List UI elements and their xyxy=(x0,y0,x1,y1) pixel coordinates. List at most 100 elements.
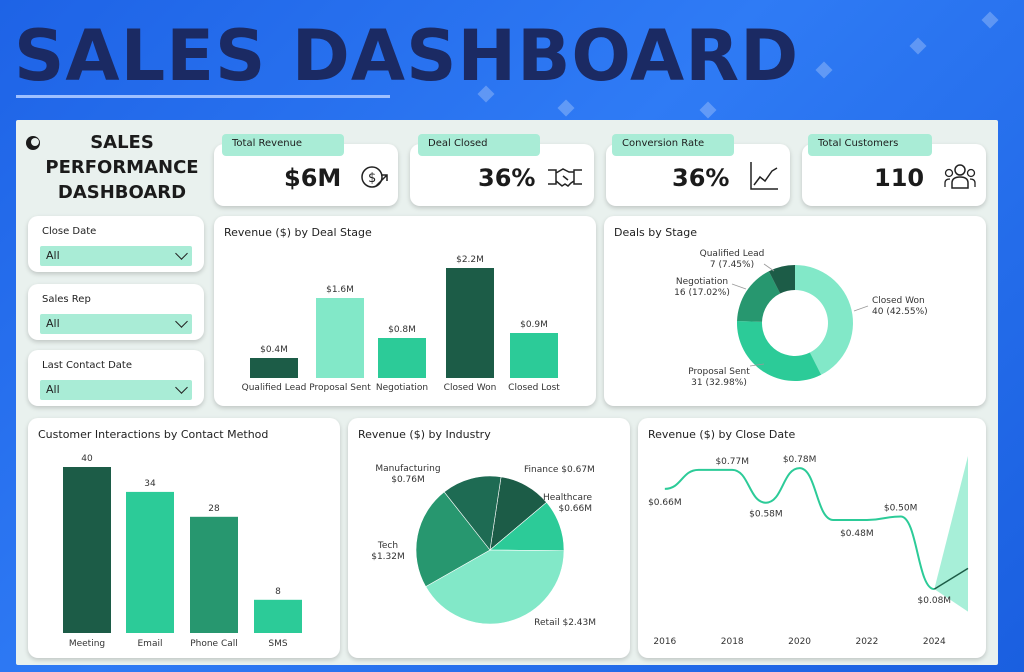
filter-close-date: Close Date All xyxy=(28,216,204,272)
dashboard-title: SALES PERFORMANCE DASHBOARD xyxy=(45,132,199,203)
background-decoration xyxy=(557,99,575,117)
background-decoration xyxy=(981,11,999,29)
x-tick-label: Closed Won xyxy=(444,383,497,393)
bar xyxy=(510,333,558,378)
forecast-band xyxy=(934,456,968,612)
slice-category-label: Negotiation xyxy=(676,277,728,287)
x-tick-label: Negotiation xyxy=(376,383,428,393)
series-line xyxy=(664,467,935,591)
bar xyxy=(254,599,302,633)
donut-slice xyxy=(737,271,781,322)
revenue-by-close-date-chart: $0.66M $0.77M $0.58M $0.78M $0.48M $0.50M $0.0… xyxy=(648,455,969,647)
filter-label: Sales Rep xyxy=(42,294,91,305)
slice-category-label: Qualified Lead xyxy=(700,249,765,259)
bar xyxy=(190,516,238,633)
data-label: 8 xyxy=(275,587,281,597)
slice-label: Retail $2.43M xyxy=(534,618,596,628)
bar xyxy=(250,358,298,378)
data-label: $0.66M xyxy=(648,498,682,508)
last-contact-date-dropdown[interactable]: All xyxy=(40,380,192,400)
x-tick-label: 2016 xyxy=(653,637,676,647)
chart-title: Deals by Stage xyxy=(614,226,698,239)
bar xyxy=(126,491,174,633)
slice-label: Finance $0.67M xyxy=(524,465,595,475)
x-tick-label: 2024 xyxy=(923,637,946,647)
x-tick-label: 2022 xyxy=(855,637,878,647)
chart-title: Revenue ($) by Industry xyxy=(358,428,491,441)
revenue-by-industry-chart: Finance $0.67M Healthcare$0.66M Retail $2.… xyxy=(371,464,596,628)
x-tick-label: SMS xyxy=(268,639,287,649)
background-decoration xyxy=(815,61,833,79)
slice-category-label: Proposal Sent xyxy=(688,367,750,377)
revenue-by-close-date-card: Revenue ($) by Close Date $0.66M $0.77M $0… xyxy=(638,418,986,658)
donut-slice xyxy=(795,265,853,375)
background-decoration xyxy=(909,37,927,55)
slice-value-label: $0.76M xyxy=(391,475,425,485)
deals-by-stage-card: Deals by Stage Closed Won 40 (42.55%) Prop… xyxy=(604,216,986,406)
leader-line xyxy=(763,263,775,272)
chart-title: Customer Interactions by Contact Method xyxy=(38,428,269,441)
close-date-dropdown[interactable]: All xyxy=(40,246,192,266)
dashboard-title-block: SALES PERFORMANCE DASHBOARD xyxy=(26,130,204,210)
slice-category-label: Healthcare xyxy=(543,493,593,503)
page-banner-title: SALES DASHBOARD xyxy=(14,15,800,97)
filter-label: Close Date xyxy=(42,226,97,237)
leader-line xyxy=(853,305,869,312)
slice-value-label: 16 (17.02%) xyxy=(674,288,730,298)
theme-toggle-icon[interactable] xyxy=(26,136,40,150)
x-tick-label: Closed Lost xyxy=(508,383,560,393)
x-tick-label: Email xyxy=(138,639,163,649)
chart-title: Revenue ($) by Close Date xyxy=(648,428,796,441)
kpi-value: 36% xyxy=(478,164,536,192)
chevron-down-icon xyxy=(175,247,188,260)
data-label: $1.6M xyxy=(326,285,354,295)
chart-title: Revenue ($) by Deal Stage xyxy=(224,226,372,239)
bar xyxy=(316,298,364,378)
dropdown-value: All xyxy=(46,249,60,262)
svg-text:$: $ xyxy=(368,171,376,186)
x-tick-label: Proposal Sent xyxy=(309,383,371,393)
x-tick-label: Phone Call xyxy=(190,639,238,649)
data-label: 34 xyxy=(144,479,156,489)
filter-label: Last Contact Date xyxy=(42,360,132,371)
donut-slice xyxy=(768,265,795,294)
kpi-value: $6M xyxy=(284,164,342,192)
data-label: $0.50M xyxy=(884,504,918,514)
filter-last-contact-date: Last Contact Date All xyxy=(28,350,204,406)
dropdown-value: All xyxy=(46,383,60,396)
data-label: $0.78M xyxy=(783,455,817,465)
forecast-line xyxy=(933,567,969,590)
bar xyxy=(446,268,494,378)
data-label: $0.8M xyxy=(388,325,416,335)
data-label: $0.08M xyxy=(918,596,952,606)
data-label: $0.58M xyxy=(749,510,783,520)
banner-underline xyxy=(16,95,390,98)
kpi-label: Total Revenue xyxy=(222,134,344,156)
revenue-by-industry-card: Revenue ($) by Industry Finance $0.67M He… xyxy=(348,418,630,658)
dropdown-value: All xyxy=(46,317,60,330)
slice-category-label: Tech xyxy=(377,541,398,551)
slice-value-label: 7 (7.45%) xyxy=(710,260,754,270)
x-tick-label: Meeting xyxy=(69,639,105,649)
sales-rep-dropdown[interactable]: All xyxy=(40,314,192,334)
background-decoration xyxy=(699,101,717,119)
slice-category-label: Closed Won xyxy=(872,296,925,306)
slice-value-label: $0.66M xyxy=(558,504,592,514)
leader-line xyxy=(749,363,765,367)
data-label: $0.77M xyxy=(715,457,749,467)
data-label: 28 xyxy=(208,504,220,514)
chevron-down-icon xyxy=(175,315,188,328)
pie-slice xyxy=(425,549,565,625)
x-tick-label: 2020 xyxy=(788,637,811,647)
slice-value-label: 40 (42.55%) xyxy=(872,307,928,317)
revenue-by-deal-stage-card: Revenue ($) by Deal Stage $0.4M Qualified… xyxy=(214,216,596,406)
revenue-by-deal-stage-chart: $0.4M Qualified Lead $1.6M Proposal Sent $0.… xyxy=(242,255,561,393)
slice-value-label: 31 (32.98%) xyxy=(691,378,747,388)
pie-slice xyxy=(443,475,502,551)
data-label: $0.9M xyxy=(520,320,548,330)
donut-slice xyxy=(737,321,822,381)
handshake-icon xyxy=(548,168,582,187)
kpi-label: Deal Closed xyxy=(418,134,540,156)
slice-value-label: $1.32M xyxy=(371,552,405,562)
